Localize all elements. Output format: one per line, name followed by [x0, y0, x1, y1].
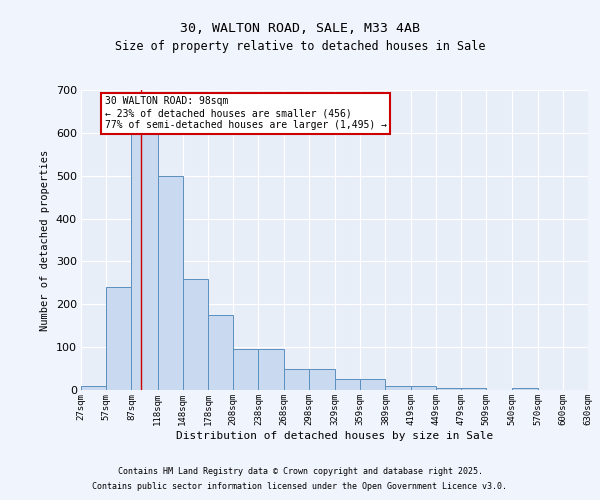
Bar: [233, 350, 259, 390]
Bar: [461, 388, 486, 390]
Bar: [335, 380, 360, 390]
Bar: [259, 350, 284, 390]
Bar: [183, 278, 208, 390]
Text: Size of property relative to detached houses in Sale: Size of property relative to detached ho…: [115, 40, 485, 53]
Bar: [81, 386, 106, 390]
Bar: [360, 380, 385, 390]
Text: Contains public sector information licensed under the Open Government Licence v3: Contains public sector information licen…: [92, 482, 508, 491]
Text: 30 WALTON ROAD: 98sqm
← 23% of detached houses are smaller (456)
77% of semi-det: 30 WALTON ROAD: 98sqm ← 23% of detached …: [104, 96, 386, 130]
Text: 30, WALTON ROAD, SALE, M33 4AB: 30, WALTON ROAD, SALE, M33 4AB: [180, 22, 420, 36]
Bar: [106, 287, 131, 390]
Bar: [309, 368, 335, 390]
Bar: [158, 176, 183, 390]
Text: Contains HM Land Registry data © Crown copyright and database right 2025.: Contains HM Land Registry data © Crown c…: [118, 467, 482, 476]
Bar: [436, 388, 461, 390]
Bar: [208, 315, 233, 390]
Bar: [131, 116, 158, 390]
Y-axis label: Number of detached properties: Number of detached properties: [40, 150, 50, 330]
Bar: [410, 386, 436, 390]
X-axis label: Distribution of detached houses by size in Sale: Distribution of detached houses by size …: [176, 430, 493, 440]
Bar: [385, 386, 410, 390]
Bar: [512, 388, 538, 390]
Bar: [284, 368, 309, 390]
